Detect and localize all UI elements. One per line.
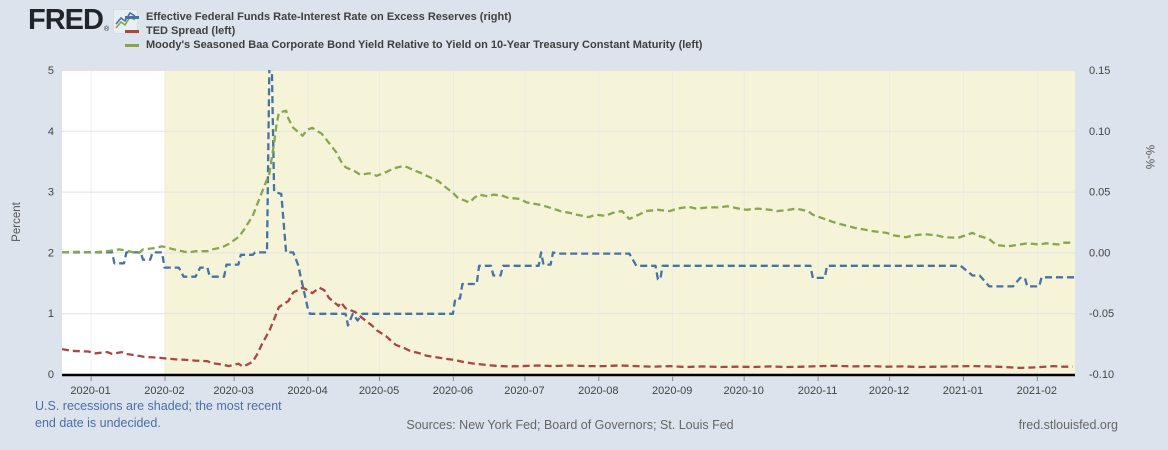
- x-axis-tick-label: 2020-07: [504, 385, 544, 397]
- legend-swatch-green: [125, 43, 139, 47]
- x-axis-tick-label: 2021-02: [1017, 385, 1057, 397]
- left-axis-tick-label: 1: [48, 308, 54, 320]
- right-axis-tick-label: -0.05: [1089, 308, 1114, 320]
- fred-logo-text: FRED: [28, 4, 104, 36]
- left-axis-title: Percent: [11, 201, 23, 241]
- left-axis-tick-label: 5: [48, 65, 54, 77]
- x-axis-tick-label: 2020-03: [213, 385, 253, 397]
- right-axis-tick-label: 0.05: [1089, 187, 1110, 199]
- legend-swatch-red: [125, 29, 139, 33]
- left-axis-tick-label: 0: [48, 369, 54, 381]
- x-axis-tick-label: 2020-05: [359, 385, 399, 397]
- series-lines: [62, 64, 1075, 370]
- x-axis-tick-label: 2020-08: [578, 385, 618, 397]
- x-axis-tick-label: 2020-12: [869, 385, 909, 397]
- recession-note-line1: U.S. recessions are shaded; the most rec…: [35, 399, 282, 413]
- x-axis-tick-label: 2020-01: [70, 385, 110, 397]
- recession-shading: [164, 70, 1075, 374]
- fred-site-link[interactable]: fred.stlouisfed.org: [1018, 418, 1118, 432]
- legend-item-ted-spread[interactable]: TED Spread (left): [125, 24, 702, 38]
- right-axis-tick-label: 0.10: [1089, 126, 1110, 138]
- registered-mark: ®: [103, 26, 110, 33]
- left-axis-tick-label: 2: [48, 247, 54, 259]
- x-axis-tick-label: 2020-09: [652, 385, 692, 397]
- x-axis-tick-label: 2020-06: [433, 385, 473, 397]
- right-axis-tick-label: 0.15: [1089, 65, 1110, 77]
- x-axis-tick-label: 2021-01: [943, 385, 983, 397]
- recession-note-link[interactable]: U.S. recessions are shaded; the most rec…: [35, 398, 282, 432]
- gridlines: [62, 70, 1075, 374]
- legend-item-baa-spread[interactable]: Moody's Seasoned Baa Corporate Bond Yiel…: [125, 38, 702, 52]
- x-axis-tick-label: 2020-02: [144, 385, 184, 397]
- legend-item-effr-ioer[interactable]: Effective Federal Funds Rate-Interest Ra…: [125, 10, 702, 24]
- left-axis-tick-label: 3: [48, 187, 54, 199]
- left-axis-tick-label: 4: [48, 126, 54, 138]
- x-axis-tick-label: 2020-04: [287, 385, 327, 397]
- right-axis-tick-label: -0.10: [1089, 369, 1114, 381]
- legend-label: Effective Federal Funds Rate-Interest Ra…: [146, 11, 512, 23]
- series-line-2[interactable]: [62, 109, 1073, 255]
- fred-logo[interactable]: FRED ®: [28, 4, 139, 36]
- right-axis-tick-label: 0.00: [1089, 247, 1110, 259]
- legend-label: TED Spread (left): [146, 25, 236, 37]
- x-axis-tick-label: 2020-11: [798, 385, 838, 397]
- series-line-0[interactable]: [62, 64, 1075, 327]
- x-axis-ticks: [90, 376, 1038, 381]
- legend-label: Moody's Seasoned Baa Corporate Bond Yiel…: [146, 39, 703, 51]
- recession-note-line2: end date is undecided.: [35, 416, 161, 430]
- sources-text: Sources: New York Fed; Board of Governor…: [406, 418, 734, 432]
- legend-swatch-blue: [125, 15, 139, 19]
- x-axis-tick-label: 2020-10: [724, 385, 764, 397]
- right-axis-title: %-%: [1143, 145, 1155, 169]
- series-line-1[interactable]: [62, 286, 1073, 370]
- axis-labels: 0 1 2 3 4 5 0.15 0.10 0.05 0.00 -0.05 -0.10 2020-01 2…: [48, 65, 1114, 397]
- legend: Effective Federal Funds Rate-Interest Ra…: [125, 10, 702, 52]
